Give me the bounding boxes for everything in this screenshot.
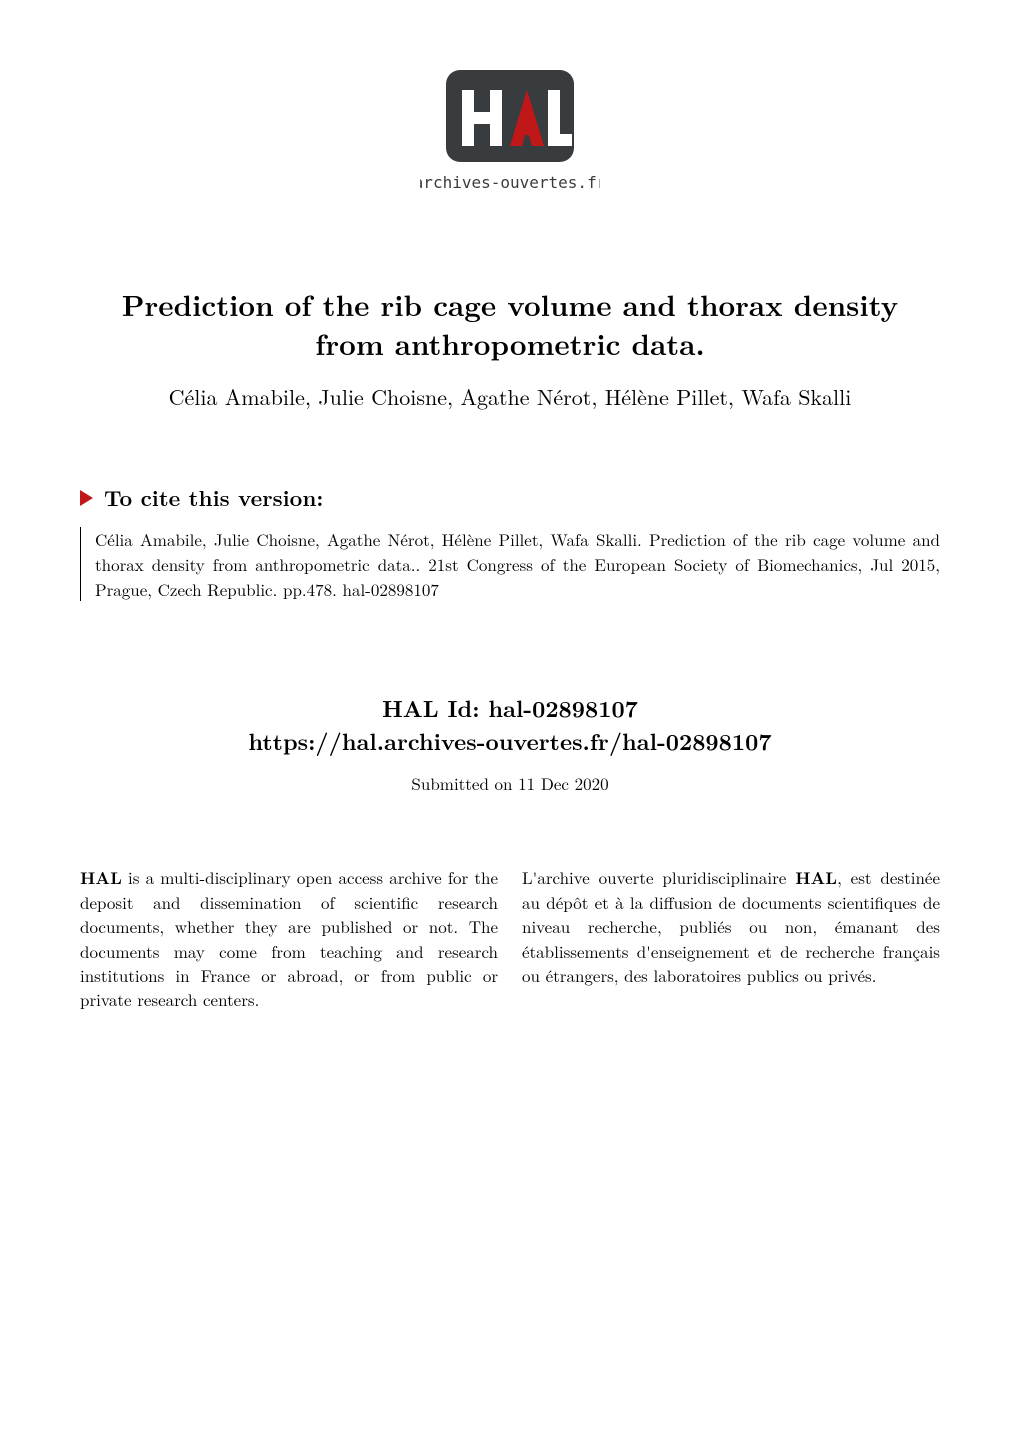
column-right: L'archive ouverte pluridisciplinaire HAL… (522, 865, 940, 1011)
hal-logo-svg: archives-ouvertes.fr (420, 70, 600, 200)
hal-id-line: HAL Id: hal-02898107 (80, 691, 940, 724)
col-left-hal: HAL (80, 866, 122, 890)
title-line-1: Prediction of the rib cage volume and th… (122, 283, 898, 325)
hal-url[interactable]: https://hal.archives-ouvertes.fr/hal-028… (80, 724, 940, 757)
description-columns: HAL is a multi-disciplinary open access … (80, 865, 940, 1011)
col-left-text: is a multi-disciplinary open access arch… (80, 865, 498, 1011)
logo-subtitle: archives-ouvertes.fr (420, 173, 600, 192)
submitted-date: Submitted on 11 Dec 2020 (80, 771, 940, 795)
citation-box: Célia Amabile, Julie Choisne, Agathe Nér… (80, 527, 940, 601)
hal-id-label: HAL Id: (382, 691, 488, 724)
cite-header: To cite this version: (80, 482, 940, 513)
hal-id-value: hal-02898107 (488, 691, 638, 724)
hal-logo: archives-ouvertes.fr (420, 70, 600, 205)
logo-container: archives-ouvertes.fr (80, 70, 940, 205)
hal-id-block: HAL Id: hal-02898107 https://hal.archive… (80, 691, 940, 757)
cite-header-text: To cite this version: (104, 482, 323, 513)
column-left: HAL is a multi-disciplinary open access … (80, 865, 498, 1011)
authors-list: Célia Amabile, Julie Choisne, Agathe Nér… (80, 381, 940, 412)
citation-text: Célia Amabile, Julie Choisne, Agathe Nér… (95, 527, 940, 600)
col-right-hal: HAL (795, 866, 837, 890)
title-line-2: from anthropometric data. (315, 322, 704, 364)
paper-title: Prediction of the rib cage volume and th… (100, 285, 920, 363)
triangle-right-icon (80, 482, 94, 513)
col-right-pre: L'archive ouverte pluridisciplinaire (522, 865, 795, 889)
cite-section: To cite this version: Célia Amabile, Jul… (80, 482, 940, 601)
hal-cover-page: archives-ouvertes.fr Prediction of the r… (0, 0, 1020, 1442)
